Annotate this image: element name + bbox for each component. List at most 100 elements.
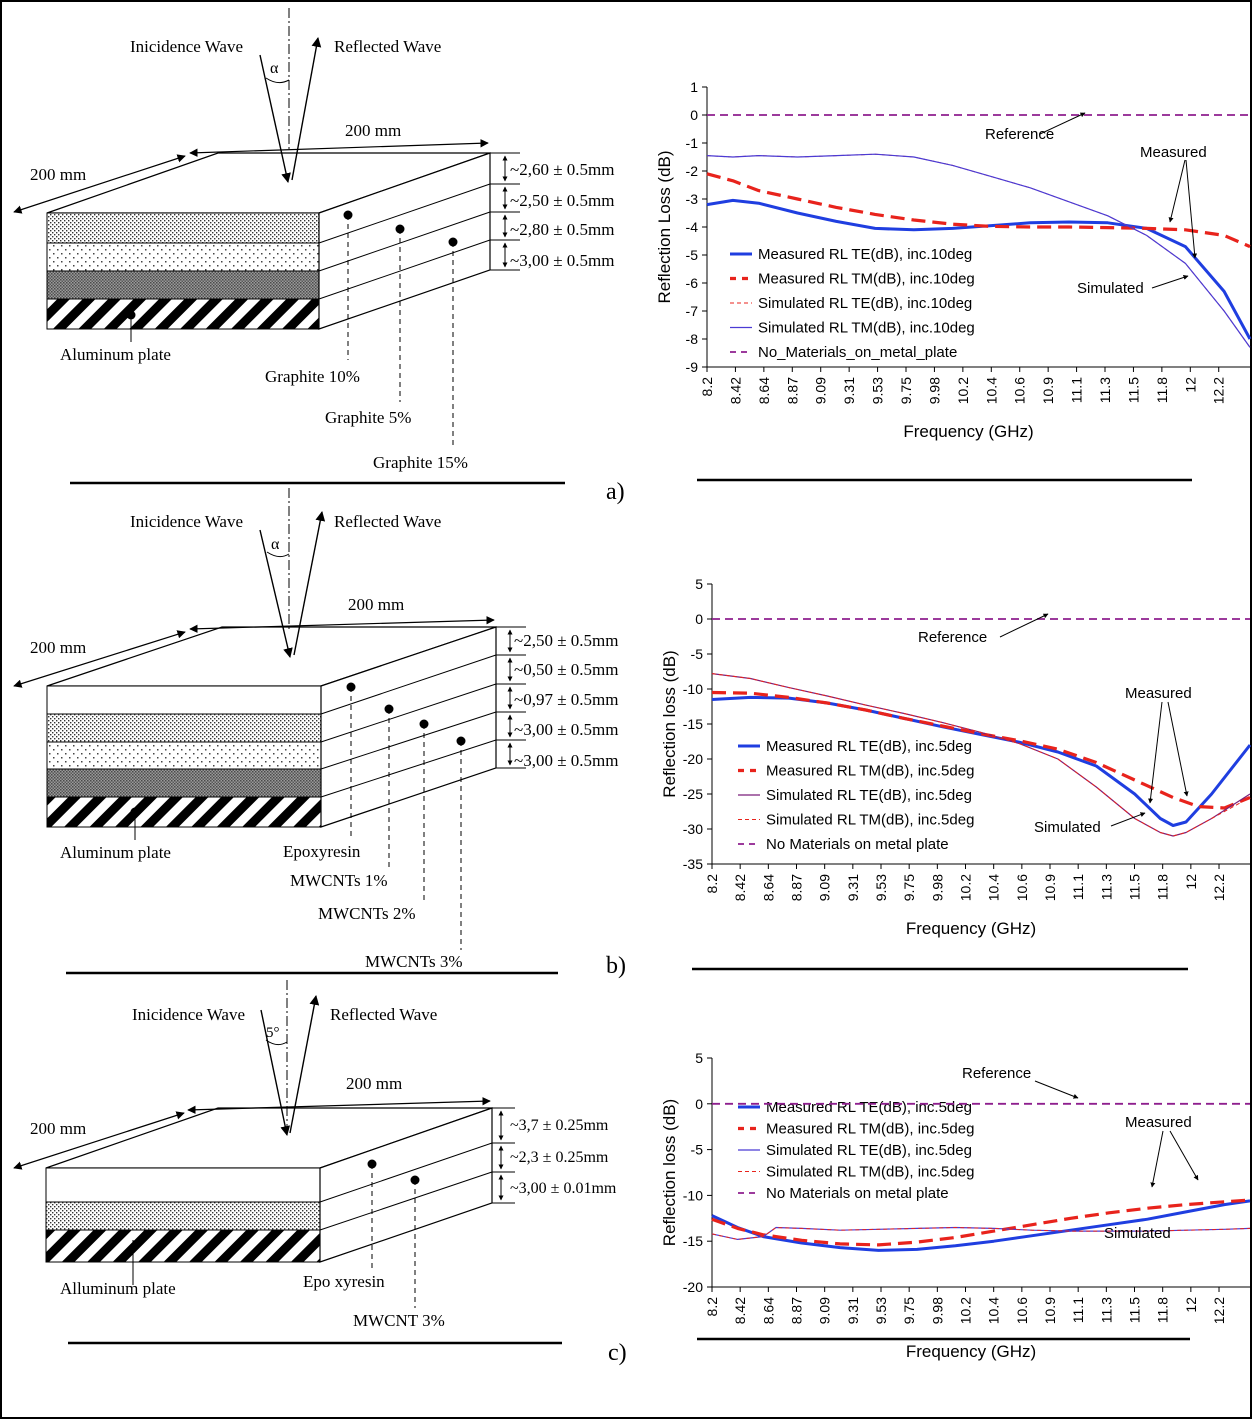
x-tick-label: 9.75 <box>901 874 917 901</box>
reflected-ray <box>290 996 316 1133</box>
annotation-arrow <box>1152 276 1188 288</box>
legend-label: Simulated RL TE(dB), inc.5deg <box>766 1142 972 1159</box>
x-tick-label: 11.8 <box>1154 377 1170 403</box>
annotation-label: Measured <box>1125 1114 1192 1131</box>
y-tick-label: -10 <box>683 1187 703 1203</box>
y-tick-label: -4 <box>686 219 699 235</box>
angle-label: 5° <box>266 1025 280 1041</box>
x-tick-label: 8.64 <box>756 377 772 404</box>
layer-label: MWCNTs 2% <box>318 904 416 923</box>
thickness-label: ~3,00 ± 0.5mm <box>510 251 614 270</box>
reflected-ray <box>292 38 318 180</box>
y-tick-label: 5 <box>695 1050 703 1066</box>
legend-label: Simulated RL TM(dB), inc.5deg <box>766 812 974 829</box>
annotation-label: Simulated <box>1077 280 1144 297</box>
legend-label: Simulated RL TM(dB), inc.10deg <box>758 320 975 337</box>
layer-label: MWCNTs 3% <box>365 952 463 971</box>
y-tick-label: -5 <box>691 646 704 662</box>
x-tick-label: 11.3 <box>1098 1297 1114 1323</box>
angle-label: α <box>270 60 279 77</box>
y-tick-label: -15 <box>683 716 703 732</box>
legend-label: Simulated RL TE(dB), inc.10deg <box>758 295 972 312</box>
x-tick-label: 11.8 <box>1155 1297 1171 1323</box>
plate-label: Alluminum plate <box>60 1279 176 1298</box>
annotation-arrow <box>1111 813 1145 826</box>
x-axis-label: Frequency (GHz) <box>903 422 1033 441</box>
angle-label: α <box>271 536 280 553</box>
annotation-arrow <box>1150 702 1162 803</box>
annotation-label: Reference <box>985 126 1054 143</box>
x-tick-label: 11.8 <box>1155 874 1171 900</box>
x-tick-label: 11.1 <box>1070 874 1086 900</box>
incidence-label: Inicidence Wave <box>132 1005 245 1024</box>
layer-label: MWCNT 3% <box>353 1311 445 1330</box>
legend-label: No Materials on metal plate <box>766 1185 949 1202</box>
annotation-label: Measured <box>1125 685 1192 702</box>
annotation-label: Simulated <box>1034 819 1101 836</box>
annotation-label: Reference <box>918 629 987 646</box>
reflected-label: Reflected Wave <box>334 512 441 531</box>
y-tick-label: -5 <box>691 1142 704 1158</box>
annotation-arrow <box>1170 160 1185 222</box>
layer-label: Graphite 15% <box>373 453 468 472</box>
y-tick-label: -8 <box>686 331 699 347</box>
x-tick-label: 8.42 <box>732 1297 748 1324</box>
width-label: 200 mm <box>348 595 404 614</box>
y-tick-label: -10 <box>683 681 703 697</box>
layer-2 <box>47 243 319 271</box>
panel-label: a) <box>606 479 625 505</box>
layer-label: Epo xyresin <box>303 1272 385 1291</box>
x-tick-label: 12.2 <box>1211 874 1227 901</box>
x-tick-label: 9.09 <box>817 1297 833 1324</box>
x-tick-label: 8.2 <box>699 377 715 397</box>
y-tick-label: -5 <box>686 247 699 263</box>
x-tick-label: 10.2 <box>955 377 971 404</box>
x-tick-label: 10.2 <box>958 1297 974 1324</box>
x-tick-label: 11.5 <box>1127 874 1143 900</box>
angle-arc <box>266 78 289 83</box>
thickness-label: ~3,00 ± 0.5mm <box>514 720 618 739</box>
x-tick-label: 10.9 <box>1040 377 1056 404</box>
thickness-label: ~2,50 ± 0.5mm <box>514 631 618 650</box>
x-tick-label: 9.09 <box>817 874 833 901</box>
y-axis-label: Reflection loss (dB) <box>660 1099 679 1246</box>
thickness-label: ~3,00 ± 0.5mm <box>514 751 618 770</box>
x-tick-label: 10.4 <box>983 377 999 404</box>
diagram-b: Inicidence Wave Reflected Wave α 200 mm … <box>14 488 1188 979</box>
y-tick-label: -6 <box>686 275 699 291</box>
x-tick-label: 8.87 <box>789 1297 805 1324</box>
width-arrow <box>190 143 488 153</box>
chart-b: 50-5-10-15-20-25-30-358.2 8.42 8.64 8.87 9.0… <box>660 576 1250 938</box>
y-tick-label: 0 <box>695 1096 703 1112</box>
thickness-label: ~3,7 ± 0.25mm <box>510 1117 609 1134</box>
layer-3 <box>47 271 319 299</box>
x-tick-label: 10.9 <box>1042 874 1058 901</box>
thickness-label: ~0,97 ± 0.5mm <box>514 690 618 709</box>
annotation-arrow <box>1186 160 1195 258</box>
legend-label: Measured RL TE(dB), inc.5deg <box>766 1099 972 1116</box>
x-tick-label: 10.6 <box>1014 1297 1030 1324</box>
x-tick-label: 9.53 <box>870 377 886 404</box>
legend-label: Measured RL TM(dB), inc.10deg <box>758 271 975 288</box>
width-label: 200 mm <box>346 1074 402 1093</box>
x-tick-label: 12.2 <box>1211 377 1227 404</box>
x-tick-label: 11.5 <box>1127 1297 1143 1323</box>
width-label: 200 mm <box>345 121 401 140</box>
y-tick-label: -7 <box>686 303 699 319</box>
x-tick-label: 12 <box>1183 1297 1199 1313</box>
x-tick-label: 12 <box>1183 874 1199 890</box>
x-tick-label: 8.42 <box>732 874 748 901</box>
x-tick-label: 9.09 <box>813 377 829 404</box>
thickness-label: ~2,3 ± 0.25mm <box>510 1149 609 1166</box>
y-tick-label: -9 <box>686 359 699 375</box>
thickness-label: ~2,50 ± 0.5mm <box>510 191 614 210</box>
x-tick-label: 9.31 <box>845 1297 861 1324</box>
x-tick-label: 8.42 <box>727 377 743 404</box>
y-tick-label: 0 <box>695 611 703 627</box>
y-tick-label: 1 <box>690 79 698 95</box>
x-tick-label: 11.1 <box>1069 377 1085 403</box>
panel-label: b) <box>606 953 626 979</box>
legend-label: Simulated RL TM(dB), inc.5deg <box>766 1164 974 1181</box>
panel-label: c) <box>608 1340 627 1366</box>
